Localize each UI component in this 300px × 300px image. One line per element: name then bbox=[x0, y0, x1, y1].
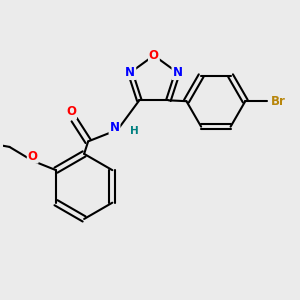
Text: N: N bbox=[125, 66, 135, 79]
Text: N: N bbox=[172, 66, 182, 79]
Text: N: N bbox=[110, 121, 119, 134]
Text: O: O bbox=[149, 49, 159, 62]
Text: O: O bbox=[28, 150, 38, 163]
Text: H: H bbox=[130, 126, 139, 136]
Text: Br: Br bbox=[271, 95, 286, 108]
Text: O: O bbox=[66, 105, 76, 119]
